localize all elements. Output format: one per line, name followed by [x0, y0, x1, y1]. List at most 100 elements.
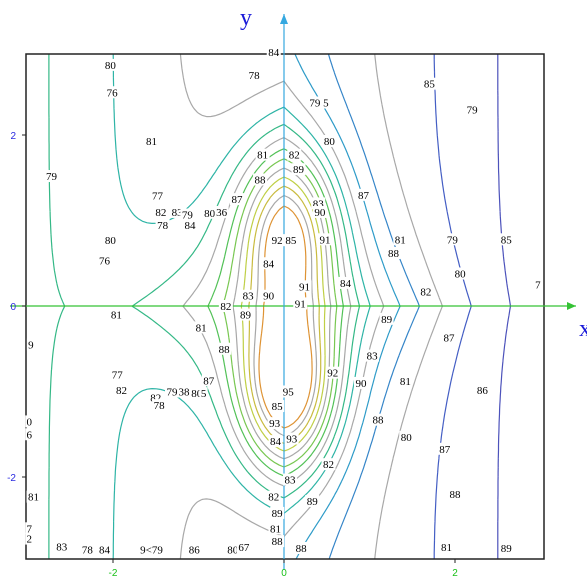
contour-label-bg: [266, 46, 281, 59]
contour-label: 76: [99, 256, 111, 268]
contour-label: 82: [155, 207, 166, 219]
contour-label-bg: [268, 435, 283, 448]
contour-label: 89: [307, 496, 319, 508]
contour-label: 7: [26, 523, 32, 535]
contour-label-bg: [253, 173, 268, 186]
contour-label-bg: [365, 349, 380, 362]
contour-label: 80: [204, 208, 216, 220]
contour-label-bg: [297, 280, 312, 293]
contour-label: 90: [263, 291, 275, 303]
contour-label-bg: [152, 399, 167, 412]
contour-label: 82: [116, 385, 127, 397]
contour-label-bg: [25, 415, 34, 428]
contour-label-bg: [437, 442, 452, 455]
contour-label-bg: [533, 278, 542, 291]
contour-label: 93: [286, 434, 298, 446]
contour-label: 84: [340, 278, 352, 290]
contour-label-bg: [267, 417, 282, 430]
contour-label: 89: [240, 310, 252, 322]
contour-line: [374, 54, 443, 559]
contour-label-bg: [453, 267, 468, 280]
contour-label: 82: [150, 392, 161, 404]
contour-label-bg: [439, 541, 454, 554]
contour-label: 84: [268, 47, 280, 59]
contour-label-bg: [44, 170, 59, 183]
contour-label: 9: [28, 339, 34, 351]
contour-label-bg: [214, 205, 229, 218]
contour-label-bg: [325, 366, 340, 379]
contour-label-bg: [270, 400, 285, 413]
contour-label-bg: [110, 368, 125, 381]
contour-label-bg: [398, 375, 413, 388]
contour-label: 92: [272, 235, 283, 247]
contour-label-bg: [103, 58, 118, 71]
contour-label-bg: [371, 413, 386, 426]
contour-label-bg: [386, 246, 401, 259]
contour-label: 81: [257, 150, 268, 162]
contour-label-bg: [109, 308, 124, 321]
contour-label-bg: [418, 285, 433, 298]
contour-line: [294, 54, 401, 559]
contour-label: 81: [196, 322, 207, 334]
contour-label: 80: [324, 136, 336, 148]
contour-label-bg: [26, 490, 41, 503]
contour-label-bg: [268, 522, 283, 535]
contour-label-bg: [305, 494, 320, 507]
contour-label: 81: [395, 234, 406, 246]
tick-labels: -2 0 2 2 0 -2: [7, 131, 458, 579]
contour-label: 89: [293, 164, 305, 176]
contour-label: 78: [249, 70, 261, 82]
contour-label: 79: [467, 104, 479, 116]
contour-line: [179, 54, 385, 559]
y-tick-label: 2: [10, 131, 16, 142]
contour-label: 89: [501, 543, 513, 555]
contour-label: 79: [447, 234, 459, 246]
contour-label-bg: [293, 297, 308, 310]
contour-label: 88: [450, 489, 462, 501]
contour-label-bg: [282, 473, 297, 486]
contour-label-bg: [445, 233, 460, 246]
contour-label-bg: [217, 342, 232, 355]
contour-label: 91: [295, 298, 306, 310]
contour-label: 87: [203, 375, 215, 387]
contour-label-bg: [150, 189, 165, 202]
contour-label-bg: [287, 148, 302, 161]
contour-label-bg: [442, 331, 457, 344]
contour-label: 87: [358, 190, 370, 202]
contour-label: 84: [263, 258, 275, 270]
contour-line: [240, 176, 326, 452]
y-axis-arrowhead: [280, 14, 288, 24]
contour-label: 89: [381, 314, 393, 326]
contour-label: 80: [401, 432, 413, 444]
contour-label-bg: [465, 103, 480, 116]
y-axis-title: y: [240, 5, 252, 31]
contour-label: 5: [201, 388, 207, 400]
contour-label: 89: [272, 508, 284, 520]
contour-label: 87: [439, 444, 451, 456]
contour-label: 77: [152, 191, 164, 203]
contour-label-bg: [270, 535, 285, 548]
contour-label-bg: [25, 522, 34, 535]
contour-label: 95: [283, 387, 295, 399]
contour-label-bg: [144, 134, 159, 147]
contour-label-bg: [199, 387, 208, 400]
contour-label-bg: [448, 488, 462, 501]
contour-label: 85: [285, 235, 297, 247]
contour-label: 78: [157, 220, 169, 232]
contour-label-bg: [153, 205, 168, 218]
contour-label: 82: [268, 492, 279, 504]
contour-label-bg: [422, 77, 437, 90]
contour-label: 84: [184, 220, 196, 232]
contour-label-bg: [270, 506, 285, 519]
contour-label-bg: [266, 490, 281, 503]
contour-label-bg: [399, 430, 414, 443]
contour-line: [253, 194, 318, 437]
contour-label: 83: [367, 351, 379, 363]
contour-label: 81: [146, 136, 157, 148]
contour-label: 79 5: [309, 98, 329, 110]
contour-label: 76: [107, 87, 119, 99]
contour-label-bg: [229, 193, 244, 206]
contour-label: 36: [216, 207, 228, 219]
contour-label-bg: [499, 541, 514, 554]
